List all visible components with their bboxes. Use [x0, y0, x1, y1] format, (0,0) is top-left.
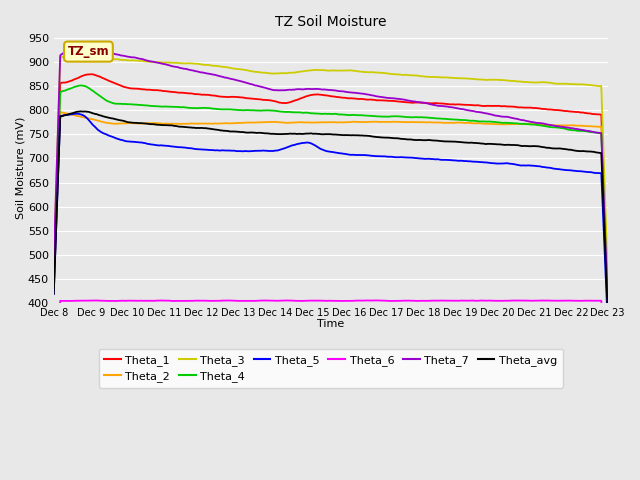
- Theta_5: [420, 156, 428, 162]
- Legend: Theta_1, Theta_2, Theta_3, Theta_4, Theta_5, Theta_6, Theta_7, Theta_avg: Theta_1, Theta_2, Theta_3, Theta_4, Thet…: [99, 349, 563, 388]
- Theta_7: [50, 259, 58, 265]
- Theta_7: [468, 108, 476, 114]
- Theta_2: [193, 121, 201, 127]
- Title: TZ Soil Moisture: TZ Soil Moisture: [275, 15, 387, 29]
- Theta_3: [378, 70, 385, 76]
- Theta_6: [148, 298, 156, 304]
- Theta_6: [420, 298, 428, 304]
- Theta_4: [301, 110, 309, 116]
- Theta_6: [50, 389, 58, 395]
- Theta_1: [50, 273, 58, 278]
- Theta_4: [77, 83, 84, 88]
- Theta_2: [50, 288, 58, 294]
- Theta_7: [301, 86, 309, 92]
- Theta_5: [468, 158, 476, 164]
- Y-axis label: Soil Moisture (mV): Soil Moisture (mV): [15, 117, 25, 219]
- Line: Theta_2: Theta_2: [54, 112, 608, 299]
- Theta_3: [420, 73, 428, 79]
- Theta_7: [420, 100, 428, 106]
- Theta_5: [604, 321, 612, 327]
- Theta_7: [149, 59, 157, 64]
- Theta_avg: [149, 121, 157, 127]
- Theta_2: [56, 109, 64, 115]
- Theta_7: [378, 94, 385, 100]
- Line: Theta_4: Theta_4: [54, 85, 608, 303]
- Theta_1: [149, 87, 157, 93]
- Theta_3: [50, 259, 58, 265]
- Theta_avg: [378, 134, 385, 140]
- Line: Theta_7: Theta_7: [54, 48, 608, 303]
- Theta_6: [301, 298, 308, 304]
- Theta_avg: [420, 137, 428, 143]
- Theta_5: [149, 142, 157, 147]
- Theta_1: [604, 290, 612, 296]
- Theta_1: [87, 72, 95, 77]
- Theta_3: [468, 76, 476, 82]
- Theta_1: [378, 97, 385, 103]
- Theta_4: [468, 118, 476, 123]
- Theta_2: [468, 120, 476, 126]
- Theta_5: [378, 154, 385, 159]
- Theta_6: [372, 298, 380, 303]
- Theta_5: [71, 111, 79, 117]
- Theta_2: [604, 296, 612, 302]
- Theta_1: [420, 100, 428, 106]
- Theta_5: [50, 291, 58, 297]
- Theta_2: [301, 120, 309, 125]
- Theta_4: [604, 300, 612, 306]
- Theta_avg: [468, 140, 476, 145]
- Line: Theta_1: Theta_1: [54, 74, 608, 293]
- Theta_2: [420, 120, 428, 125]
- X-axis label: Time: Time: [317, 319, 344, 329]
- Theta_6: [468, 298, 476, 303]
- Theta_6: [604, 389, 612, 395]
- Theta_1: [301, 94, 309, 99]
- Theta_4: [149, 103, 157, 109]
- Theta_avg: [77, 108, 84, 114]
- Theta_5: [193, 146, 201, 152]
- Theta_4: [378, 114, 385, 120]
- Theta_3: [301, 68, 309, 74]
- Line: Theta_6: Theta_6: [54, 300, 608, 392]
- Theta_avg: [301, 131, 309, 136]
- Line: Theta_3: Theta_3: [54, 57, 608, 277]
- Theta_3: [149, 59, 157, 65]
- Theta_2: [149, 120, 157, 126]
- Theta_6: [378, 298, 385, 303]
- Theta_3: [58, 54, 66, 60]
- Theta_avg: [193, 125, 201, 131]
- Theta_1: [193, 91, 201, 97]
- Theta_avg: [50, 291, 58, 297]
- Text: TZ_sm: TZ_sm: [68, 45, 109, 58]
- Line: Theta_avg: Theta_avg: [54, 111, 608, 313]
- Theta_4: [50, 278, 58, 284]
- Theta_6: [193, 298, 200, 303]
- Theta_7: [604, 300, 612, 306]
- Theta_avg: [604, 311, 612, 316]
- Theta_7: [193, 69, 201, 74]
- Line: Theta_5: Theta_5: [54, 114, 608, 324]
- Theta_4: [420, 115, 428, 120]
- Theta_1: [468, 102, 476, 108]
- Theta_3: [193, 61, 201, 67]
- Theta_4: [193, 106, 201, 111]
- Theta_7: [70, 45, 78, 51]
- Theta_3: [604, 275, 612, 280]
- Theta_5: [301, 140, 309, 145]
- Theta_2: [378, 119, 385, 125]
